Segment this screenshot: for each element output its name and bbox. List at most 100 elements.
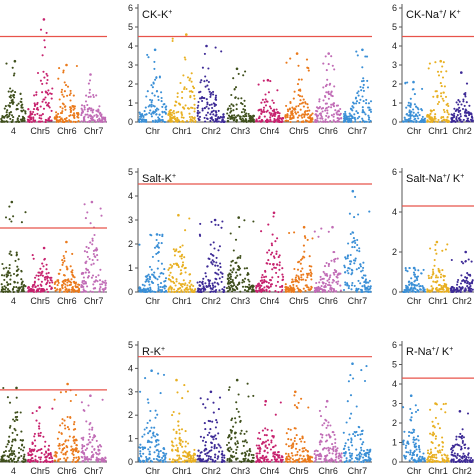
snp-point xyxy=(158,275,161,278)
snp-point xyxy=(150,234,153,237)
snp-point xyxy=(288,108,291,111)
snp-point xyxy=(295,112,298,115)
snp-point xyxy=(56,288,59,291)
snp-point xyxy=(173,288,176,291)
snp-point xyxy=(434,437,437,440)
x-tick-label: Chr1 xyxy=(428,296,448,306)
snp-point xyxy=(349,374,352,377)
snp-point xyxy=(344,281,347,284)
snp-point xyxy=(298,448,301,451)
snp-point xyxy=(27,458,30,461)
snp-point xyxy=(81,447,84,450)
snp-point xyxy=(90,451,94,454)
snp-point xyxy=(80,112,83,115)
snp-point xyxy=(190,115,194,118)
snp-point xyxy=(369,448,372,451)
snp-point xyxy=(44,278,47,281)
snp-point xyxy=(311,118,314,121)
snp-point xyxy=(60,432,63,435)
snp-point xyxy=(183,455,186,458)
snp-point xyxy=(45,31,48,34)
snp-point xyxy=(44,96,47,99)
snp-point xyxy=(61,418,64,421)
snp-point xyxy=(264,104,268,107)
snp-point xyxy=(301,267,304,270)
snp-point xyxy=(154,108,157,112)
snp-point xyxy=(204,444,207,447)
snp-point xyxy=(329,274,332,277)
snp-point xyxy=(160,100,163,103)
snp-point xyxy=(266,447,269,450)
peak-point xyxy=(439,59,443,63)
snp-point xyxy=(363,453,366,456)
snp-point xyxy=(212,286,215,289)
snp-point xyxy=(62,71,65,74)
snp-point xyxy=(263,434,266,437)
snp-point xyxy=(144,288,148,291)
snp-point xyxy=(230,459,233,462)
snp-point xyxy=(333,260,336,263)
snp-point xyxy=(28,120,31,124)
snp-point xyxy=(350,438,353,441)
snp-point xyxy=(244,109,247,112)
snp-point xyxy=(409,113,412,116)
snp-point xyxy=(272,263,275,266)
snp-point xyxy=(433,117,436,120)
snp-point xyxy=(200,79,203,82)
snp-point xyxy=(239,290,242,293)
snp-point xyxy=(354,257,357,260)
snp-point xyxy=(242,74,245,77)
snp-point xyxy=(242,120,245,123)
snp-point xyxy=(226,290,229,293)
snp-point xyxy=(340,117,343,120)
snp-point xyxy=(149,98,152,101)
chromosome-points-Chr xyxy=(138,233,168,294)
snp-point xyxy=(33,283,36,286)
snp-point xyxy=(307,406,310,409)
snp-point xyxy=(1,120,4,123)
snp-point xyxy=(214,285,217,288)
snp-point xyxy=(177,265,180,269)
snp-point xyxy=(426,452,430,455)
snp-point xyxy=(64,440,67,443)
snp-point xyxy=(41,82,44,85)
snp-point xyxy=(354,97,357,100)
y-tick-label: 1 xyxy=(128,98,133,108)
snp-point xyxy=(255,289,258,292)
snp-point xyxy=(255,284,258,287)
snp-point xyxy=(157,95,160,98)
snp-point xyxy=(170,266,173,269)
snp-point xyxy=(275,108,278,111)
snp-point xyxy=(46,74,49,77)
snp-point xyxy=(13,460,16,463)
snp-point xyxy=(6,109,9,112)
x-tick-label: 4 xyxy=(11,126,16,136)
snp-point xyxy=(179,443,182,447)
snp-point xyxy=(194,459,197,462)
snp-point xyxy=(44,101,47,104)
snp-point xyxy=(178,428,181,431)
snp-point xyxy=(435,453,438,456)
snp-point xyxy=(361,277,364,280)
snp-point xyxy=(167,288,170,291)
snp-point xyxy=(42,460,45,464)
snp-point xyxy=(185,87,188,91)
snp-point xyxy=(356,458,359,461)
snp-point xyxy=(328,83,331,86)
snp-point xyxy=(276,237,279,240)
snp-point xyxy=(15,396,18,399)
panel-title: R-K+ xyxy=(142,346,165,358)
snp-point xyxy=(348,119,351,122)
snp-point xyxy=(459,448,463,451)
snp-point xyxy=(167,119,170,122)
snp-point xyxy=(91,428,94,431)
snp-point xyxy=(162,452,165,455)
snp-point xyxy=(15,104,19,107)
snp-point xyxy=(64,84,68,87)
snp-point xyxy=(231,279,234,282)
snp-point xyxy=(14,455,17,458)
snp-point xyxy=(294,447,298,450)
snp-point xyxy=(355,102,358,105)
snp-point xyxy=(184,440,187,443)
snp-point xyxy=(368,210,371,213)
